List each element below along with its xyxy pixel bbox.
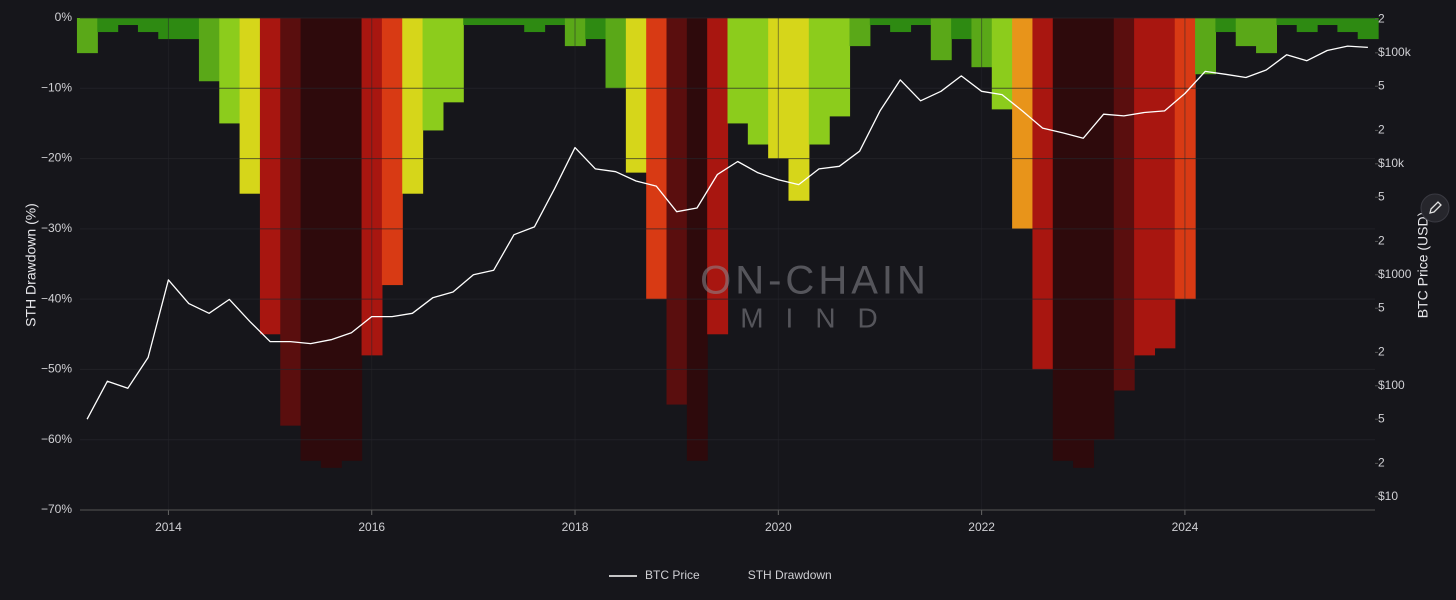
drawdown-bar: [1276, 18, 1298, 26]
y2-tick-label: $100k: [1378, 45, 1412, 59]
drawdown-bar: [808, 18, 830, 145]
drawdown-bar: [1113, 18, 1135, 391]
drawdown-bar: [524, 18, 546, 33]
y-tick-label: 0%: [55, 10, 73, 24]
drawdown-bar: [402, 18, 424, 194]
drawdown-bar: [259, 18, 281, 335]
y-tick-label: −30%: [41, 221, 72, 235]
y2-tick-label: 2: [1378, 12, 1385, 26]
drawdown-bar: [1317, 18, 1338, 26]
drawdown-bar: [117, 18, 139, 26]
drawdown-bar: [1052, 18, 1074, 461]
drawdown-bar: [1296, 18, 1318, 33]
drawdown-bar: [341, 18, 363, 461]
drawdown-bar: [198, 18, 220, 82]
y-tick-label: −50%: [41, 362, 72, 376]
y2-tick-label: $10: [1378, 489, 1398, 503]
x-tick-label: 2020: [765, 520, 792, 534]
drawdown-bar: [686, 18, 708, 461]
y2-tick-label: 5: [1378, 411, 1385, 425]
drawdown-bar: [849, 18, 871, 47]
drawdown-bar: [605, 18, 627, 89]
drawdown-bar: [280, 18, 302, 426]
drawdown-bar: [829, 18, 851, 117]
y2-tick-label: 5: [1378, 78, 1385, 92]
drawdown-bar: [381, 18, 403, 286]
drawdown-bar: [239, 18, 261, 194]
drawdown-bar: [869, 18, 891, 26]
drawdown-bar: [76, 18, 98, 54]
drawdown-bar: [503, 18, 525, 26]
drawdown-bar: [97, 18, 119, 33]
y-axis-title: STH Drawdown (%): [23, 203, 39, 327]
y-tick-label: −10%: [41, 80, 72, 94]
legend: BTC Price STH Drawdown: [609, 568, 832, 582]
drawdown-bar: [585, 18, 607, 40]
drawdown-bar: [1215, 18, 1237, 33]
drawdown-bar: [1073, 18, 1095, 468]
y2-tick-label: $100: [1378, 378, 1405, 392]
drawdown-bar: [463, 18, 485, 26]
y2-tick-label: 2: [1378, 123, 1385, 137]
y2-tick-label: 2: [1378, 234, 1385, 248]
y2-axis-title: BTC Price (USD): [1415, 212, 1431, 319]
y-tick-label: −40%: [41, 291, 72, 305]
drawdown-bar: [910, 18, 932, 26]
drawdown-bar: [727, 18, 749, 124]
price-line: [86, 45, 1368, 420]
drawdown-bar: [991, 18, 1013, 110]
legend-label: BTC Price: [645, 568, 700, 582]
line-layer: [86, 45, 1368, 420]
watermark-text: ON-CHAIN: [700, 259, 930, 303]
area-layer: [76, 18, 1379, 468]
watermark: ON-CHAIN MIND: [700, 259, 930, 334]
axes-layer: 0% −10% −20% −30% −40% −50% −60% −70% $10 2 5 $100 2…: [41, 10, 1412, 534]
x-tick-label: 2024: [1172, 520, 1199, 534]
x-tick-label: 2014: [155, 520, 182, 534]
drawdown-bar: [1235, 18, 1257, 47]
drawdown-bar: [1032, 18, 1054, 370]
drawdown-bar: [178, 18, 200, 40]
drawdown-bar: [1012, 18, 1034, 229]
edit-button-bg[interactable]: [1420, 193, 1450, 223]
watermark-text: MIND: [740, 302, 900, 333]
y2-tick-label: 5: [1378, 189, 1385, 203]
y2-tick-label: $10k: [1378, 156, 1405, 170]
drawdown-bar: [1337, 18, 1359, 33]
legend-label: STH Drawdown: [748, 568, 832, 582]
drawdown-bar: [422, 18, 444, 131]
drawdown-bar: [625, 18, 647, 173]
drawdown-bar: [1154, 18, 1176, 349]
drawdown-bar: [707, 18, 729, 335]
drawdown-bar: [890, 18, 912, 33]
drawdown-bar: [951, 18, 973, 40]
y-tick-label: −70%: [41, 502, 72, 516]
drawdown-bar: [544, 18, 566, 26]
drawdown-bar: [320, 18, 342, 468]
y-tick-label: −20%: [41, 151, 72, 165]
x-tick-label: 2022: [968, 520, 995, 534]
drawdown-bar: [930, 18, 952, 61]
y2-tick-label: 2: [1378, 345, 1385, 359]
drawdown-bar: [788, 18, 810, 201]
drawdown-bar: [1134, 18, 1156, 356]
drawdown-bar: [137, 18, 159, 33]
drawdown-bar: [747, 18, 769, 145]
x-tick-label: 2018: [562, 520, 589, 534]
drawdown-bar: [1256, 18, 1278, 54]
drawdown-bar: [1357, 18, 1379, 40]
y2-tick-label: $1000: [1378, 267, 1412, 281]
drawdown-bar: [300, 18, 322, 461]
drawdown-bar: [442, 18, 464, 103]
x-tick-label: 2016: [358, 520, 385, 534]
drawdown-bar: [1195, 18, 1217, 75]
drawdown-bar: [219, 18, 241, 124]
y-tick-label: −60%: [41, 432, 72, 446]
edit-icon[interactable]: [1429, 201, 1442, 214]
drawdown-bar: [483, 18, 505, 26]
edit-button[interactable]: [1420, 193, 1450, 223]
y2-tick-label: 2: [1378, 456, 1385, 470]
y2-tick-label: 5: [1378, 300, 1385, 314]
